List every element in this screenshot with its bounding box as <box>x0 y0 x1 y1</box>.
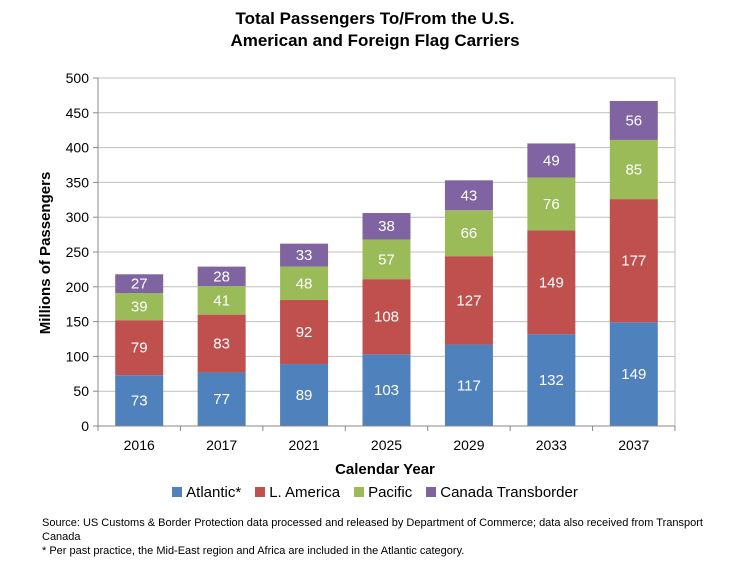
data-label: 127 <box>456 292 481 309</box>
y-tick-label: 50 <box>73 383 89 399</box>
legend: Atlantic* L. America Pacific Canada Transbo… <box>0 484 750 501</box>
chart-title-line-1: Total Passengers To/From the U.S. <box>235 9 515 28</box>
x-axis-title: Calendar Year <box>335 461 435 478</box>
data-label: 108 <box>374 309 399 326</box>
bar-segment-canada-transborder <box>362 213 411 240</box>
bar-segment-atlantic <box>280 364 329 426</box>
bar-segment-l-america <box>115 320 164 376</box>
data-label: 39 <box>131 299 148 316</box>
y-tick-label: 0 <box>81 418 89 434</box>
y-tick-label: 400 <box>66 140 90 156</box>
x-tick-label: 2016 <box>124 437 155 453</box>
bar-segment-atlantic <box>527 334 576 426</box>
data-label: 56 <box>625 112 642 129</box>
bar-segment-l-america <box>609 199 658 323</box>
data-label: 66 <box>461 225 478 242</box>
data-label: 28 <box>213 268 230 285</box>
data-label: 38 <box>378 218 395 235</box>
data-label: 73 <box>131 393 148 410</box>
legend-item: Pacific <box>354 484 412 501</box>
bars <box>115 100 658 426</box>
data-label: 83 <box>213 336 230 353</box>
bar-segment-l-america <box>197 314 246 373</box>
legend-item: L. America <box>255 484 340 501</box>
data-label: 57 <box>378 251 395 268</box>
legend-label: L. America <box>269 484 341 501</box>
data-label: 89 <box>296 387 313 404</box>
y-tick-label: 450 <box>66 105 90 121</box>
data-label: 85 <box>625 162 642 179</box>
bar-segment-atlantic <box>197 372 246 426</box>
data-label: 48 <box>296 275 313 292</box>
bar-segment-canada-transborder <box>115 274 164 294</box>
axes: 0 50 100 150 200 250 300 350 400 450 500 2016 2017 20… <box>66 70 676 453</box>
legend-label: Canada Transborder <box>440 484 578 501</box>
bar-segment-atlantic <box>609 322 658 426</box>
bar-segment-atlantic <box>362 354 411 426</box>
bar-segment-l-america <box>362 279 411 355</box>
legend-label: Atlantic* <box>186 484 242 501</box>
legend-swatch <box>172 487 183 497</box>
bar-segment-pacific <box>527 177 576 231</box>
data-label: 132 <box>539 372 564 389</box>
bar-segment-canada-transborder <box>280 243 329 267</box>
x-tick-label: 2025 <box>371 437 402 453</box>
bar-segment-pacific <box>197 286 246 315</box>
bar-segment-pacific <box>362 239 411 280</box>
bar-segment-canada-transborder <box>527 143 576 178</box>
legend-swatch <box>426 487 437 497</box>
y-tick-label: 150 <box>66 314 90 330</box>
y-tick-label: 250 <box>66 244 90 260</box>
data-label: 49 <box>543 152 560 169</box>
source-note: Source: US Customs & Border Protection d… <box>42 517 703 543</box>
data-label: 41 <box>213 292 230 309</box>
legend-item: Atlantic* <box>172 484 241 501</box>
chart-title-line-2: American and Foreign Flag Carriers <box>230 31 520 50</box>
bar-segment-pacific <box>609 139 658 200</box>
data-label: 43 <box>461 187 478 204</box>
x-tick-label: 2037 <box>618 437 649 453</box>
data-label: 149 <box>539 274 564 291</box>
legend-swatch <box>354 487 365 497</box>
data-label: 79 <box>131 340 148 357</box>
x-tick-label: 2033 <box>536 437 567 453</box>
bar-segment-canada-transborder <box>197 266 246 287</box>
bar-segment-canada-transborder <box>609 100 658 140</box>
atlantic-footnote: * Per past practice, the Mid-East region… <box>42 545 465 557</box>
segment-labels: 73 79 39 27 77 83 41 28 89 92 48 33 103 108 57 38 117 127… <box>131 112 646 409</box>
data-label: 92 <box>296 324 313 341</box>
x-tick-label: 2017 <box>206 437 237 453</box>
bar-segment-l-america <box>280 300 329 365</box>
y-axis-title: Millions of Passengers <box>37 172 54 335</box>
bar-segment-canada-transborder <box>444 180 493 211</box>
data-label: 117 <box>457 377 481 394</box>
bar-segment-pacific <box>280 266 329 301</box>
bar-segment-pacific <box>444 210 493 257</box>
data-label: 77 <box>213 391 230 408</box>
data-label: 177 <box>621 253 646 270</box>
y-tick-label: 350 <box>66 174 90 190</box>
chart-title: Total Passengers To/From the U.S. Americ… <box>0 8 750 52</box>
bar-segment-l-america <box>527 230 576 335</box>
y-tick-label: 500 <box>66 70 90 86</box>
y-tick-label: 300 <box>66 209 90 225</box>
bar-segment-l-america <box>444 256 493 345</box>
bar-segment-pacific <box>115 293 164 321</box>
data-label: 76 <box>543 196 560 213</box>
legend-item: Canada Transborder <box>426 484 578 501</box>
footnotes: Source: US Customs & Border Protection d… <box>42 516 732 558</box>
bar-segment-atlantic <box>115 375 164 426</box>
y-tick-label: 100 <box>66 348 90 364</box>
legend-swatch <box>255 487 266 497</box>
data-label: 103 <box>374 382 399 399</box>
y-tick-label: 200 <box>66 279 90 295</box>
data-label: 27 <box>131 276 148 293</box>
legend-label: Pacific <box>368 484 413 501</box>
data-label: 149 <box>621 366 646 383</box>
bar-segment-atlantic <box>444 344 493 426</box>
x-tick-label: 2021 <box>288 437 319 453</box>
x-tick-label: 2029 <box>453 437 484 453</box>
data-label: 33 <box>296 247 313 264</box>
